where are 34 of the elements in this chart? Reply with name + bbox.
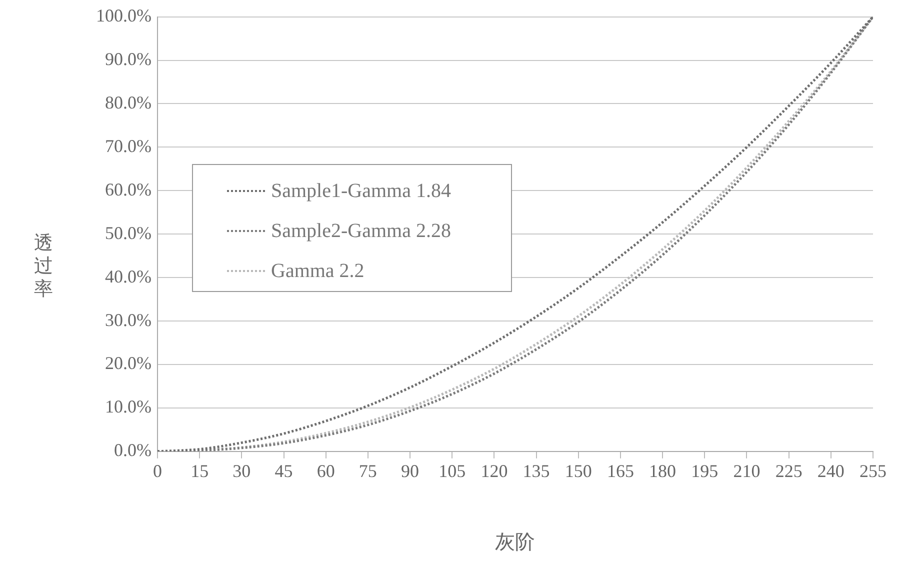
x-tick-label: 240 xyxy=(817,460,844,481)
y-tick-label: 30.0% xyxy=(104,310,152,330)
legend-label: Sample1-Gamma 1.84 xyxy=(270,179,452,204)
x-tick-label: 255 xyxy=(860,460,886,481)
x-tick-label: 60 xyxy=(316,460,335,481)
y-tick-label: 10.0% xyxy=(104,396,152,417)
legend-label: Sample2-Gamma 2.28 xyxy=(270,219,452,244)
y-tick-label: 90.0% xyxy=(104,48,152,69)
x-axis-title: 灰阶 xyxy=(495,531,536,554)
y-tick-label: 70.0% xyxy=(104,136,152,156)
x-tick-label: 225 xyxy=(775,460,802,481)
y-tick-label: 0.0% xyxy=(114,440,152,460)
x-tick-label: 90 xyxy=(401,460,420,481)
x-tick-label: 135 xyxy=(522,460,550,481)
x-tick-label: 180 xyxy=(649,460,676,481)
x-tick-label: 75 xyxy=(358,460,377,481)
y-tick-label: 20.0% xyxy=(104,353,152,374)
x-tick-label: 45 xyxy=(274,460,293,481)
x-tick-label: 165 xyxy=(606,460,634,481)
x-tick-label: 105 xyxy=(438,460,466,481)
y-axis-title: 透过率 xyxy=(34,232,54,301)
y-tick-label: 60.0% xyxy=(104,179,152,200)
y-tick-label: 80.0% xyxy=(104,92,152,112)
y-tick-label: 40.0% xyxy=(104,266,152,286)
x-tick-label: 30 xyxy=(232,460,251,481)
x-tick-label: 195 xyxy=(691,460,718,481)
legend-label: Gamma 2.2 xyxy=(270,259,366,284)
x-tick-label: 210 xyxy=(733,460,760,481)
x-tick-label: 120 xyxy=(480,460,508,481)
x-tick-label: 150 xyxy=(564,460,592,481)
x-tick-label: 0 xyxy=(152,460,162,481)
y-tick-label: 50.0% xyxy=(104,222,152,243)
x-tick-label: 15 xyxy=(190,460,209,481)
y-tick-label: 100.0% xyxy=(96,6,152,26)
